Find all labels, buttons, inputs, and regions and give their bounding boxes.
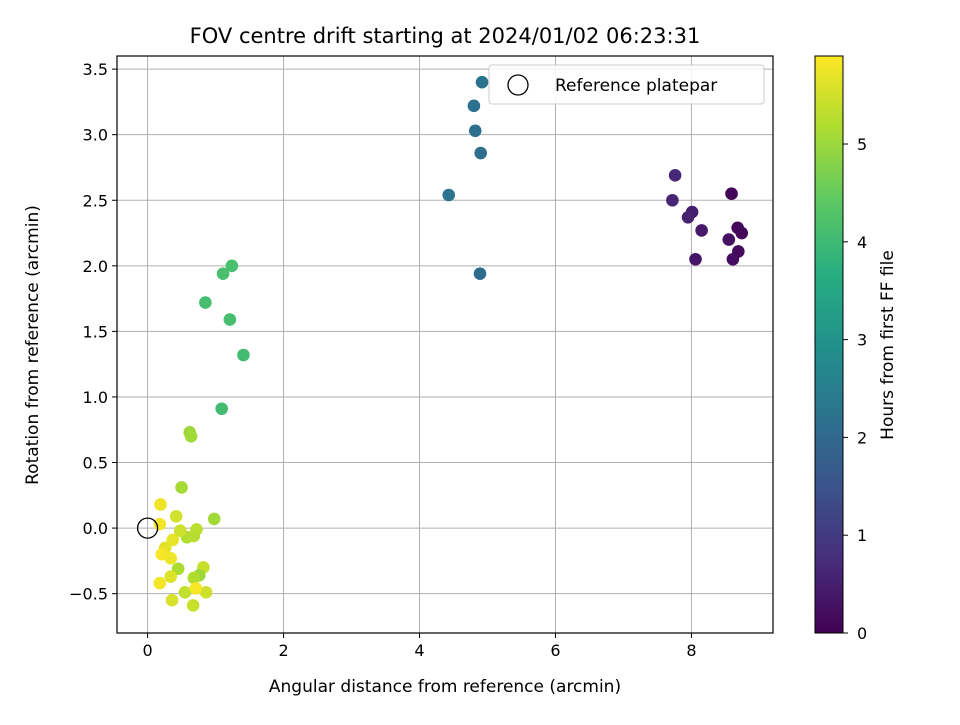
data-point — [467, 99, 481, 113]
colorbar-tick-label: 0 — [857, 624, 867, 643]
colorbar-tick-label: 3 — [857, 331, 867, 350]
data-point — [666, 193, 679, 207]
y-tick-label: 0.5 — [83, 454, 108, 473]
colorbar-tick-label: 2 — [857, 428, 867, 447]
y-tick-label: 2.5 — [83, 191, 108, 210]
y-tick-label: 3.5 — [83, 60, 108, 79]
chart-title: FOV centre drift starting at 2024/01/02 … — [190, 24, 701, 48]
data-point — [725, 187, 738, 200]
data-point — [187, 571, 201, 585]
data-point — [153, 517, 167, 531]
data-point — [186, 599, 200, 612]
data-point — [165, 593, 179, 607]
x-tick-label: 4 — [414, 641, 424, 660]
data-point — [171, 562, 185, 576]
data-point — [199, 586, 213, 599]
data-point — [473, 267, 487, 280]
data-point — [184, 429, 198, 443]
data-point — [223, 313, 237, 326]
data-point — [681, 210, 695, 224]
y-tick-label: 3.0 — [83, 126, 108, 145]
data-point — [153, 576, 167, 590]
data-point — [668, 169, 682, 182]
data-point — [164, 551, 178, 565]
data-point — [175, 481, 188, 494]
data-point — [189, 582, 203, 595]
data-point — [225, 259, 239, 273]
grid-lines — [117, 56, 773, 633]
colorbar-ticks: 0 1 2 3 4 5 — [843, 135, 867, 643]
plot-frame — [116, 55, 774, 634]
x-axis-label: Angular distance from reference (arcmin) — [269, 677, 621, 697]
data-point — [187, 529, 201, 543]
x-axis-ticks: 0 2 4 6 8 — [142, 633, 697, 660]
data-point — [474, 146, 487, 160]
reference-point — [136, 517, 159, 539]
data-point — [199, 296, 212, 309]
data-point — [215, 402, 228, 416]
data-point — [178, 586, 192, 599]
data-point — [722, 233, 736, 246]
data-point — [164, 570, 178, 583]
legend: Reference platepar — [488, 64, 765, 105]
colorbar-tick-label: 4 — [857, 233, 867, 252]
data-point — [475, 75, 489, 89]
legend-reference-marker — [507, 74, 529, 96]
colorbar-gradient — [814, 55, 844, 634]
data-point — [173, 524, 187, 538]
scatter-points — [136, 75, 749, 612]
data-point — [169, 509, 183, 523]
y-tick-label: 1.0 — [83, 388, 108, 407]
data-point — [442, 188, 456, 202]
colorbar-tick-label: 1 — [857, 526, 867, 545]
y-tick-label: 0.0 — [83, 519, 108, 538]
y-tick-label: 2.0 — [83, 257, 108, 276]
y-axis-label: Rotation from reference (arcmin) — [23, 205, 43, 485]
x-tick-label: 6 — [550, 641, 560, 660]
y-tick-label: 1.5 — [83, 322, 108, 341]
colorbar-label: Hours from first FF file — [878, 250, 898, 440]
legend-label: Reference platepar — [555, 76, 717, 96]
colorbar: 0 1 2 3 4 5 Hours from first FF file — [814, 55, 898, 643]
data-point — [726, 252, 740, 266]
data-point — [216, 267, 230, 280]
data-point — [695, 224, 708, 237]
data-point — [689, 252, 702, 266]
x-tick-label: 0 — [142, 641, 152, 660]
x-tick-label: 8 — [686, 641, 696, 660]
data-point — [468, 124, 482, 138]
data-point — [207, 512, 221, 526]
y-axis-ticks: −0.5 0.0 0.5 1.0 1.5 2.0 2.5 3.0 3.5 — [69, 60, 117, 604]
data-point — [731, 221, 744, 235]
data-point — [237, 348, 250, 362]
legend-box — [488, 64, 765, 105]
data-point — [166, 533, 180, 547]
data-point — [154, 498, 167, 511]
x-tick-label: 2 — [278, 641, 288, 660]
colorbar-tick-label: 5 — [857, 135, 867, 154]
y-tick-label: −0.5 — [69, 585, 108, 604]
